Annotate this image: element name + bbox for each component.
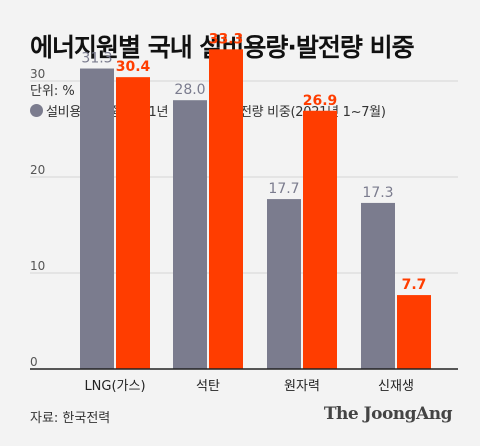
brand-logo: The JoongAng (323, 404, 453, 424)
y-tick-label: 0 (30, 355, 38, 369)
x-tick-label: 신재생 (378, 379, 414, 394)
bar-generation (303, 110, 337, 369)
bar-capacity (80, 68, 114, 370)
data-label-generation: 26.9 (303, 93, 338, 109)
data-label-generation: 7.7 (402, 277, 427, 293)
bar-generation (116, 77, 150, 369)
bar-generation (209, 49, 243, 369)
data-label-capacity: 28.0 (174, 82, 205, 98)
x-tick-label: LNG(가스) (84, 379, 145, 394)
data-label-capacity: 17.7 (268, 181, 299, 197)
data-label-capacity: 17.3 (362, 185, 393, 201)
data-label-generation: 33.3 (209, 31, 244, 47)
bar-capacity (361, 202, 395, 369)
data-label-capacity: 31.3 (81, 51, 112, 67)
x-tick-label: 석탄 (196, 379, 220, 394)
bar-capacity (267, 199, 301, 369)
y-tick-label: 30 (30, 67, 45, 81)
bar-generation (397, 295, 431, 369)
legend-swatch-capacity (30, 104, 43, 117)
y-tick-label: 20 (30, 163, 45, 177)
data-label-generation: 30.4 (116, 59, 151, 75)
x-tick-label: 원자력 (284, 379, 320, 394)
source-note: 자료: 한국전력 (30, 411, 111, 426)
y-tick-label: 10 (30, 259, 45, 273)
unit-label: 단위: % (30, 84, 75, 99)
bar-capacity (173, 100, 207, 369)
